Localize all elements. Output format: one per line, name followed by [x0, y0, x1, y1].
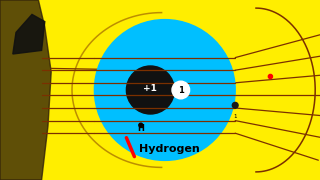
Polygon shape	[13, 14, 45, 54]
Text: H: H	[137, 124, 144, 133]
Text: 1: 1	[234, 114, 237, 119]
Text: 1: 1	[178, 86, 184, 94]
Ellipse shape	[94, 20, 235, 160]
Ellipse shape	[232, 102, 238, 108]
Text: +1: +1	[143, 84, 157, 93]
Ellipse shape	[126, 66, 174, 114]
Ellipse shape	[268, 74, 273, 79]
Polygon shape	[0, 0, 51, 180]
Text: Hydrogen: Hydrogen	[139, 143, 200, 154]
Ellipse shape	[172, 81, 189, 99]
Ellipse shape	[139, 123, 143, 127]
